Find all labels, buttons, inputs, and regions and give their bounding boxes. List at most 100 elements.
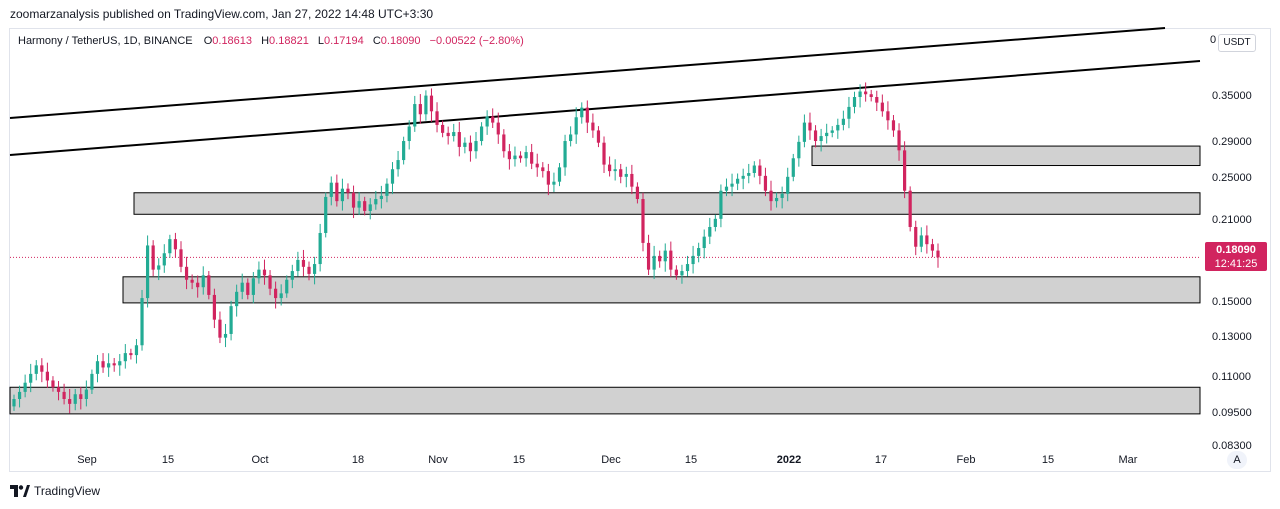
candle — [513, 146, 517, 167]
candle — [257, 261, 261, 284]
candle-body — [168, 239, 172, 254]
candle — [697, 242, 701, 263]
candle-body — [875, 97, 879, 103]
candle-body — [752, 165, 756, 173]
candle-body — [580, 107, 584, 118]
footer-brand-label: TradingView — [34, 484, 101, 498]
chart-pane-border — [9, 28, 1271, 472]
candle-body — [747, 172, 751, 176]
candle — [51, 376, 55, 392]
candle-body — [301, 259, 306, 267]
change-value: −0.00522 (−2.80%) — [429, 35, 524, 47]
publisher-header: zoomarzanalysis published on TradingView… — [10, 7, 434, 21]
candle — [841, 110, 845, 131]
candle — [925, 225, 929, 254]
candle — [134, 339, 139, 364]
candle — [869, 89, 873, 102]
price-scale-label: 0.08300 — [1212, 439, 1252, 452]
candle-body — [685, 264, 690, 272]
candle — [340, 178, 345, 211]
currency-unit-button[interactable]: USDT — [1218, 34, 1256, 52]
candle-body — [741, 175, 745, 179]
candle-body — [257, 269, 261, 279]
candle-body — [619, 169, 623, 177]
candle-body — [830, 130, 834, 133]
candle — [407, 120, 411, 150]
candle-body — [446, 132, 450, 137]
time-axis-label: 17 — [874, 454, 888, 466]
candle-body — [229, 306, 233, 334]
time-axis-label: 15 — [1041, 454, 1055, 466]
price-scale-label: 0.13000 — [1212, 330, 1252, 343]
candle-body — [95, 361, 100, 374]
trend-lines — [9, 27, 1201, 156]
candle-body — [290, 271, 294, 280]
candle-body — [363, 201, 367, 211]
candle — [541, 162, 545, 178]
candle — [897, 123, 901, 161]
candle — [569, 126, 573, 147]
candle-body — [691, 255, 695, 265]
candle-body — [385, 183, 389, 196]
candle-body — [485, 116, 489, 127]
candle — [441, 120, 445, 138]
time-axis-label: 15 — [161, 454, 175, 466]
candlestick-series[interactable] — [12, 82, 940, 414]
candle — [335, 174, 339, 207]
candle-body — [107, 363, 111, 368]
candle-body — [602, 142, 606, 165]
candle — [140, 289, 144, 351]
candle — [418, 94, 422, 124]
candle — [741, 168, 745, 190]
candle — [312, 256, 317, 285]
candle — [318, 223, 322, 272]
candle-body — [402, 141, 406, 161]
candle-body — [658, 255, 662, 262]
candle — [223, 323, 228, 348]
candle-body — [730, 183, 734, 187]
footer-brand[interactable]: TradingView — [10, 484, 100, 498]
candle-body — [774, 197, 779, 202]
candle-body — [123, 353, 127, 362]
candle — [424, 90, 428, 121]
candle — [446, 126, 450, 145]
candle — [607, 156, 612, 177]
candle — [669, 241, 673, 278]
zone-rect — [811, 145, 1201, 167]
candle-body — [535, 163, 539, 168]
candle — [619, 163, 623, 184]
candle-body — [262, 269, 267, 276]
candle-body — [296, 259, 300, 272]
candle-body — [274, 288, 278, 299]
candle-body — [129, 353, 133, 356]
candle-body — [813, 130, 818, 142]
candle — [324, 192, 328, 238]
autoscale-button[interactable]: A — [1227, 451, 1247, 469]
candle — [413, 95, 417, 132]
candle — [390, 162, 395, 195]
candle-body — [825, 132, 829, 137]
candle — [747, 163, 751, 184]
candle-body — [251, 278, 255, 295]
candle-body — [914, 226, 918, 247]
candle-body — [936, 250, 940, 258]
candle-body — [307, 266, 311, 274]
candle-body — [797, 141, 801, 159]
candle-body — [73, 394, 77, 404]
candle-body — [40, 365, 44, 372]
candle — [875, 90, 879, 112]
candle — [296, 251, 300, 277]
candle-body — [786, 176, 790, 194]
candle-body — [145, 245, 150, 299]
candle — [724, 178, 729, 197]
candle — [251, 272, 255, 304]
candle-body — [34, 365, 38, 374]
symbol-title[interactable]: Harmony / TetherUS, 1D, BINANCE — [18, 35, 193, 47]
candle — [184, 256, 189, 290]
lower-trend-line — [9, 60, 1201, 156]
candle-body — [329, 182, 333, 197]
candle-body — [758, 165, 762, 176]
candle — [29, 363, 33, 393]
candle-body — [212, 294, 216, 320]
